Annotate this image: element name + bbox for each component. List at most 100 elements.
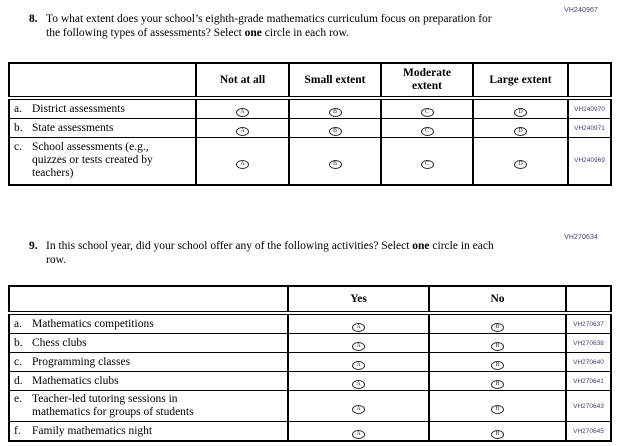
question-8-text-part1: To what extent does your school’s eighth… <box>46 13 492 39</box>
oval-letter: B <box>332 128 337 134</box>
row-letter: b. <box>14 121 23 134</box>
answer-oval-moderate-extent[interactable]: C <box>420 127 434 136</box>
row-label: Mathematics clubs <box>32 374 119 387</box>
oval-letter: A <box>356 406 361 412</box>
oval-letter: B <box>495 381 500 387</box>
table-row: a. Mathematics competitions A B VH270637 <box>8 312 612 334</box>
row-label-cell: e. Teacher-led tutoring sessions in mathe… <box>8 390 289 422</box>
answer-oval-yes[interactable]: A <box>352 430 365 439</box>
answer-oval-moderate-extent[interactable]: C <box>420 159 434 169</box>
answer-oval-yes[interactable]: A <box>352 380 365 389</box>
table2-header-code-empty <box>565 285 612 315</box>
answer-cell: B <box>428 421 567 442</box>
question-9-text-part1: In this school year, did your school off… <box>46 240 413 252</box>
row-label-cell: d. Mathematics clubs <box>8 371 289 391</box>
row-label-cell: b. Chess clubs <box>8 333 289 353</box>
answer-oval-yes[interactable]: A <box>352 342 365 351</box>
answer-oval-small-extent[interactable]: B <box>328 108 342 117</box>
oval-letter: A <box>356 381 361 387</box>
answer-oval-yes[interactable]: A <box>352 361 365 370</box>
answer-oval-yes[interactable]: A <box>352 323 365 332</box>
answer-oval-yes[interactable]: A <box>352 405 365 414</box>
answer-cell: A <box>287 352 430 372</box>
answer-oval-not-at-all[interactable]: A <box>236 159 249 169</box>
answer-cell: B <box>428 371 567 391</box>
question-9-code: VH270634 <box>564 234 598 241</box>
table-row: f. Family mathematics night A B VH270645 <box>8 421 612 442</box>
answer-cell: D <box>472 118 569 138</box>
answer-cell: A <box>195 137 290 185</box>
answer-oval-no[interactable]: B <box>491 380 504 389</box>
oval-letter: A <box>356 362 361 368</box>
table2-header-yes: Yes <box>287 285 430 315</box>
oval-letter: C <box>424 160 429 167</box>
row-label-cell: a. Mathematics competitions <box>8 312 289 334</box>
oval-letter: A <box>240 109 245 115</box>
row-label: Teacher-led tutoring sessions in mathema… <box>32 393 194 418</box>
oval-letter: B <box>495 431 500 437</box>
table1-header-row: Not at all Small extent Moderate extent … <box>8 62 612 100</box>
answer-oval-no[interactable]: B <box>491 361 504 370</box>
answer-cell: D <box>472 97 569 119</box>
oval-letter: D <box>518 160 523 167</box>
answer-oval-large-extent[interactable]: D <box>514 127 527 136</box>
row-letter: c. <box>14 355 22 368</box>
answer-cell: A <box>287 390 430 422</box>
row-label-cell: c. Programming classes <box>8 352 289 372</box>
row-code: VH240971 <box>567 118 612 138</box>
oval-letter: D <box>518 128 523 134</box>
question-8-table: Not at all Small extent Moderate extent … <box>8 62 612 186</box>
oval-letter: B <box>495 406 500 412</box>
oval-letter: C <box>424 109 429 115</box>
row-label-cell: c. School assessments (e.g., quizzes or t… <box>8 137 197 185</box>
oval-letter: D <box>518 109 523 115</box>
answer-cell: C <box>380 137 474 185</box>
question-9-table: Yes No a. Mathematics competitions A B VH… <box>8 285 612 442</box>
question-8-text-part2: circle in each row. <box>261 26 349 39</box>
row-letter: a. <box>14 102 22 115</box>
answer-cell: B <box>288 137 382 185</box>
oval-letter: B <box>495 343 500 349</box>
answer-cell: B <box>428 333 567 353</box>
answer-oval-not-at-all[interactable]: A <box>236 127 249 136</box>
row-label-cell: f. Family mathematics night <box>8 421 289 442</box>
answer-cell: B <box>428 312 567 334</box>
answer-oval-large-extent[interactable]: D <box>514 108 527 117</box>
answer-cell: D <box>472 137 569 185</box>
row-letter: a. <box>14 317 22 330</box>
answer-cell: B <box>288 97 382 119</box>
table2-header-row: Yes No <box>8 285 612 315</box>
answer-oval-moderate-extent[interactable]: C <box>420 108 434 117</box>
answer-oval-no[interactable]: B <box>491 323 504 332</box>
answer-oval-small-extent[interactable]: B <box>328 159 342 169</box>
answer-oval-small-extent[interactable]: B <box>328 127 342 136</box>
row-code: VH270640 <box>565 352 612 372</box>
oval-letter: A <box>240 160 245 167</box>
row-code: VH270638 <box>565 333 612 353</box>
table1-header-small-extent: Small extent <box>288 62 382 100</box>
oval-letter: B <box>495 324 500 330</box>
question-9-text-bold: one <box>412 240 430 252</box>
answer-oval-not-at-all[interactable]: A <box>236 108 249 117</box>
row-code: VH240970 <box>567 97 612 119</box>
answer-cell: A <box>195 97 290 119</box>
table1-header-not-at-all: Not at all <box>195 62 290 100</box>
answer-oval-no[interactable]: B <box>491 405 504 414</box>
answer-cell: C <box>380 97 474 119</box>
row-letter: e. <box>14 393 22 405</box>
answer-oval-no[interactable]: B <box>491 342 504 351</box>
answer-cell: B <box>428 390 567 422</box>
row-code: VH270637 <box>565 312 612 334</box>
table-row: c. Programming classes A B VH270640 <box>8 352 612 372</box>
answer-cell: C <box>380 118 474 138</box>
answer-oval-no[interactable]: B <box>491 430 504 439</box>
question-8-text: To what extent does your school’s eighth… <box>46 13 499 40</box>
row-label: Chess clubs <box>32 336 87 349</box>
row-letter: f. <box>14 424 21 437</box>
row-label: District assessments <box>32 102 125 115</box>
question-8-code: VH240967 <box>564 7 598 14</box>
table-row: b. State assessments A B C D VH240971 <box>8 118 612 138</box>
answer-oval-large-extent[interactable]: D <box>514 159 527 169</box>
row-label-cell: b. State assessments <box>8 118 197 138</box>
row-label-cell: a. District assessments <box>8 97 197 119</box>
